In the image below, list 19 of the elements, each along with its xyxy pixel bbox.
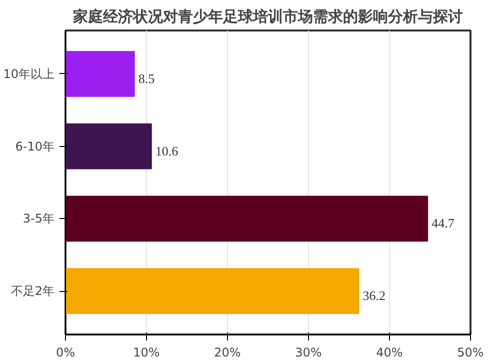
x-tick-label: 10% bbox=[133, 346, 160, 360]
bar bbox=[66, 268, 360, 314]
chart-title: 家庭经济状况对青少年足球培训市场需求的影响分析与探讨 bbox=[72, 8, 463, 26]
x-tick-label: 0% bbox=[56, 346, 76, 360]
bar bbox=[66, 196, 428, 242]
data-label: 8.5 bbox=[138, 70, 155, 86]
data-label: 10.6 bbox=[155, 143, 179, 158]
bar bbox=[66, 50, 135, 97]
y-tick-label: 10年以上 bbox=[3, 66, 55, 81]
y-tick-label: 3-5年 bbox=[22, 212, 55, 226]
x-tick-label: 40% bbox=[376, 346, 403, 360]
data-label: 36.2 bbox=[362, 288, 386, 304]
x-tick-label: 50% bbox=[457, 346, 484, 360]
data-label: 44.7 bbox=[432, 216, 455, 231]
y-tick-label: 不足2年 bbox=[10, 284, 55, 298]
bar bbox=[66, 123, 152, 170]
y-tick-label: 6-10年 bbox=[15, 139, 54, 154]
x-tick-label: 20% bbox=[214, 346, 241, 360]
x-tick-label: 30% bbox=[295, 346, 322, 360]
